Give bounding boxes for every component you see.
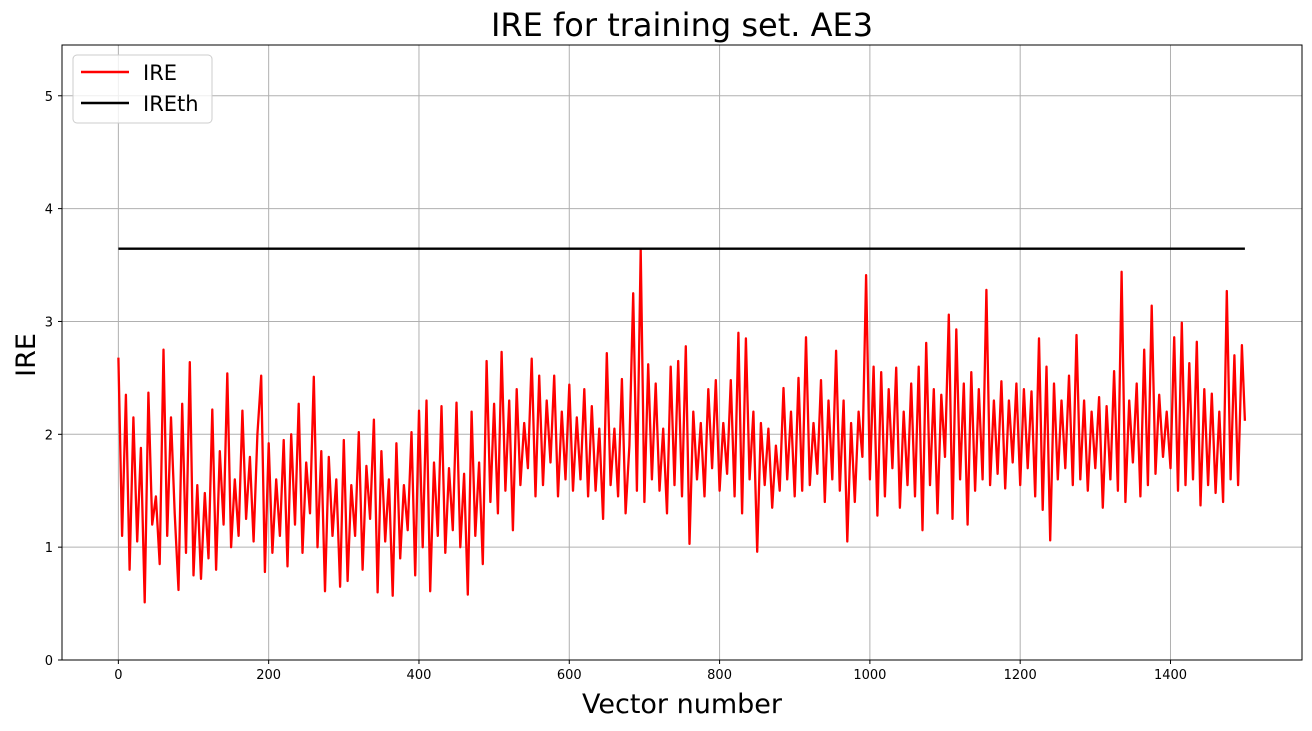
y-tick-label: 0	[45, 654, 53, 669]
chart-title: IRE for training set. AE3	[491, 6, 873, 44]
legend-label-ire: IRE	[143, 61, 177, 85]
legend: IRE IREth	[72, 54, 213, 124]
y-tick-label: 5	[45, 90, 53, 105]
x-tick-label: 1400	[1154, 668, 1187, 683]
series-line-ire	[117, 248, 1247, 604]
y-tick-label: 4	[45, 203, 53, 218]
ticks: 0 200 400 600 800 1000 1200 1400 0 1 2 3 4 5	[45, 90, 1187, 683]
x-tick-label: 1200	[1004, 668, 1037, 683]
x-tick-label: 800	[707, 668, 732, 683]
y-tick-label: 1	[45, 541, 53, 556]
grid	[62, 45, 1302, 661]
legend-label-ireth: IREth	[143, 92, 199, 116]
y-axis-label: IRE	[11, 333, 42, 377]
plot-frame	[61, 44, 1303, 661]
x-tick-label: 1000	[853, 668, 886, 683]
x-axis-label: Vector number	[582, 689, 783, 720]
y-tick-label: 2	[45, 428, 53, 443]
series-group	[117, 247, 1247, 604]
x-tick-label: 200	[256, 668, 281, 683]
x-tick-label: 600	[557, 668, 582, 683]
x-tick-label: 0	[114, 668, 122, 683]
y-tick-label: 3	[45, 315, 53, 330]
x-tick-label: 400	[407, 668, 432, 683]
